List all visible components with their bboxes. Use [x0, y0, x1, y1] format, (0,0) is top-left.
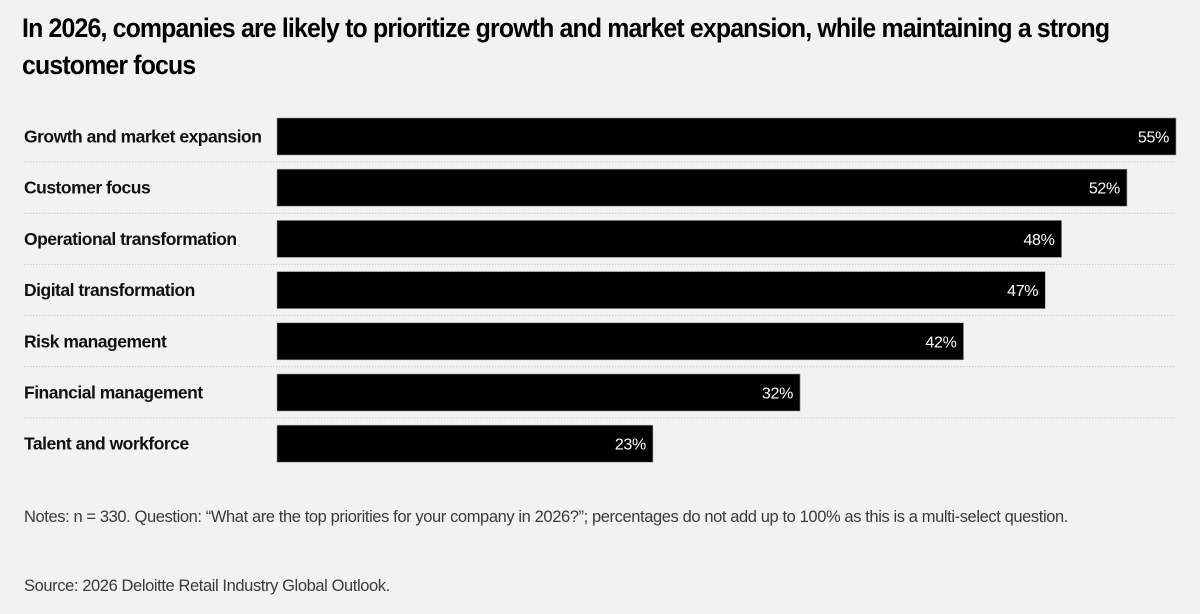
category-label: Digital transformation: [24, 280, 195, 300]
category-label: Customer focus: [24, 178, 151, 198]
chart-title: In 2026, companies are likely to priorit…: [22, 13, 1110, 80]
bar: [276, 424, 654, 463]
value-label: 42%: [925, 334, 956, 351]
bar: [276, 168, 1128, 207]
bar: [276, 322, 964, 361]
bar: [276, 373, 801, 412]
row-separators: [24, 161, 1176, 419]
value-label: 23%: [615, 437, 646, 454]
category-label: Operational transformation: [24, 229, 237, 249]
bars: [276, 117, 1177, 463]
chart-notes: Notes: n = 330. Question: “What are the …: [24, 508, 1068, 526]
bar: [276, 117, 1177, 156]
value-label: 55%: [1138, 130, 1169, 147]
value-labels: 55% 52% 48% 47% 42% 32% 23%: [615, 130, 1170, 454]
bar: [276, 271, 1046, 309]
value-label: 48%: [1023, 232, 1054, 249]
bar: [276, 220, 1062, 258]
category-label: Risk management: [24, 331, 167, 351]
value-label: 32%: [762, 386, 793, 403]
category-label: Financial management: [24, 383, 203, 403]
chart-source: Source: 2026 Deloitte Retail Industry Gl…: [24, 577, 390, 595]
category-label: Talent and workforce: [24, 434, 189, 454]
category-label: Growth and market expansion: [24, 127, 261, 147]
category-labels: Growth and market expansion Customer focu…: [24, 127, 262, 454]
value-label: 47%: [1007, 283, 1038, 300]
value-label: 52%: [1089, 181, 1120, 198]
